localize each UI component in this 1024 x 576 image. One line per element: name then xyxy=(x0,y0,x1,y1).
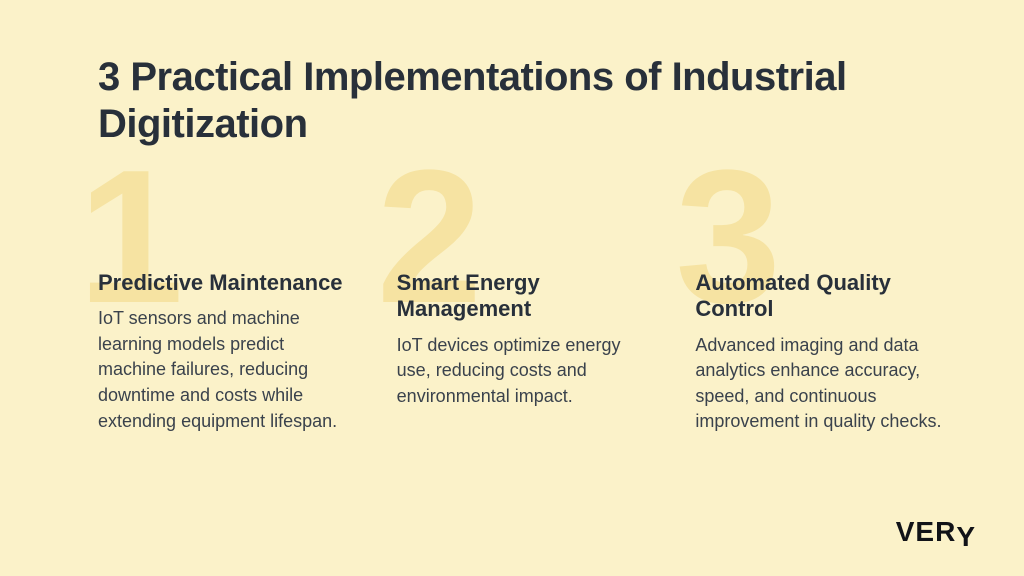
column-2: 2 Smart Energy Management IoT devices op… xyxy=(397,270,666,435)
column-3-heading: Automated Quality Control xyxy=(695,270,964,323)
columns: 1 Predictive Maintenance IoT sensors and… xyxy=(98,270,964,435)
brand-logo-text: VER xyxy=(896,516,957,548)
column-1: 1 Predictive Maintenance IoT sensors and… xyxy=(98,270,367,435)
column-2-body: IoT devices optimize energy use, reducin… xyxy=(397,333,647,410)
column-1-number: 1 xyxy=(78,142,178,332)
column-3: 3 Automated Quality Control Advanced ima… xyxy=(695,270,964,435)
brand-logo: VERY xyxy=(896,516,976,548)
column-1-heading: Predictive Maintenance xyxy=(98,270,367,296)
column-2-heading: Smart Energy Management xyxy=(397,270,666,323)
column-3-body: Advanced imaging and data analytics enha… xyxy=(695,333,945,435)
slide-title: 3 Practical Implementations of Industria… xyxy=(98,54,878,148)
slide: 3 Practical Implementations of Industria… xyxy=(0,0,1024,576)
column-1-body: IoT sensors and machine learning models … xyxy=(98,306,348,434)
brand-logo-text-y: Y xyxy=(956,521,976,553)
